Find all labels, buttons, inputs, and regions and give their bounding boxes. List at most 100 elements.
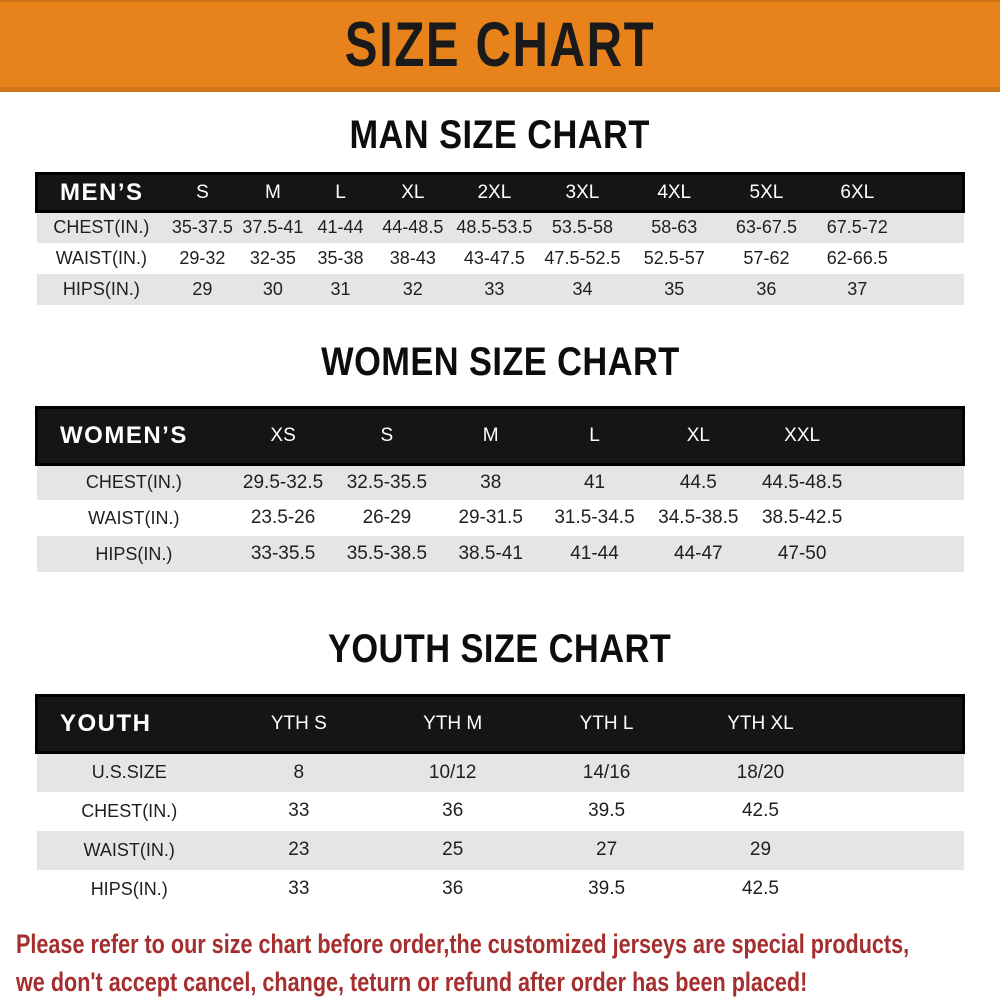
table-cell: 42.5 xyxy=(741,800,779,821)
table-title-cell: MEN’S xyxy=(35,172,167,213)
table-cell: 32.5-35.5 xyxy=(346,471,428,493)
row-label: CHEST(IN.) xyxy=(81,800,178,821)
size-table-header-row: YOUTH YTH S YTH M YTH L YTH XL xyxy=(34,694,966,754)
table-cell: 41 xyxy=(583,471,606,493)
table-cell: 32-35 xyxy=(249,247,296,268)
table-cell: 29-31.5 xyxy=(458,507,523,528)
size-column-header: M xyxy=(238,172,308,213)
size-column-header: L xyxy=(307,172,374,213)
table-cell: 44-48.5 xyxy=(382,217,444,238)
table-cell: 31.5-34.5 xyxy=(554,507,635,528)
row-label: HIPS(IN.) xyxy=(62,278,140,299)
row-label: WAIST(IN.) xyxy=(83,839,175,860)
filler-cell xyxy=(837,694,966,754)
table-cell: 32 xyxy=(402,278,423,299)
table-cell: 14/16 xyxy=(582,761,631,783)
table-cell: 35.5-38.5 xyxy=(346,543,428,564)
table-cell: 36 xyxy=(756,278,777,299)
men-section: MAN SIZE CHART MEN’S S M L XL 2XL 3XL 4XL 5XL 6XL… xyxy=(0,114,1000,305)
size-column-header: 3XL xyxy=(537,172,628,213)
women-section-heading: WOMEN SIZE CHART xyxy=(0,341,1000,383)
filler-cell xyxy=(837,753,963,792)
size-column-header: YTH S xyxy=(221,694,376,754)
men-size-table: MEN’S S M L XL 2XL 3XL 4XL 5XL 6XL CHEST(IN.) 35-37… xyxy=(35,172,966,305)
youth-section-heading-text: YOUTH SIZE CHART xyxy=(328,627,672,671)
table-cell: 33 xyxy=(288,800,310,821)
table-cell: 67.5-72 xyxy=(826,217,888,238)
row-label: CHEST(IN.) xyxy=(53,217,150,238)
table-cell: 35 xyxy=(664,278,685,299)
table-cell: 43-47.5 xyxy=(463,247,525,268)
size-column-header: XS xyxy=(231,405,335,466)
table-row: HIPS(IN.) 33-35.5 35.5-38.5 38.5-41 41-44 44-… xyxy=(36,536,964,572)
size-table-header-row: WOMEN’S XS S M L XL XXL xyxy=(35,405,966,466)
table-cell: 44.5-48.5 xyxy=(761,471,843,493)
size-column-header: XL xyxy=(373,172,452,213)
table-cell: 62-66.5 xyxy=(826,247,888,268)
youth-section-heading: YOUTH SIZE CHART xyxy=(0,628,1000,670)
table-cell: 35-37.5 xyxy=(171,217,233,238)
youth-size-table: YOUTH YTH S YTH M YTH L YTH XL U.S.SIZE 8 10/12… xyxy=(34,694,966,909)
filler-cell xyxy=(854,536,963,572)
size-column-header: 6XL xyxy=(812,172,903,213)
row-label: HIPS(IN.) xyxy=(90,878,168,899)
table-row: HIPS(IN.) 33 36 39.5 42.5 xyxy=(36,869,964,909)
banner-title: SIZE CHART xyxy=(344,9,656,80)
women-section-heading-text: WOMEN SIZE CHART xyxy=(320,339,680,384)
table-cell: 38.5-42.5 xyxy=(761,507,843,528)
table-cell: 34 xyxy=(572,278,593,299)
size-column-header: M xyxy=(438,405,543,466)
table-cell: 38.5-41 xyxy=(458,543,523,564)
size-column-header: 5XL xyxy=(720,172,813,213)
table-cell: 44.5 xyxy=(679,471,717,493)
filler-cell xyxy=(902,212,963,243)
table-cell: 47-50 xyxy=(777,543,827,564)
table-cell: 63-67.5 xyxy=(735,217,797,238)
table-row: HIPS(IN.) 29 30 31 32 33 34 35 36 37 xyxy=(36,273,964,305)
table-cell: 34.5-38.5 xyxy=(658,507,739,528)
table-cell: 10/12 xyxy=(428,761,477,783)
filler-cell xyxy=(902,274,963,305)
filler-cell xyxy=(837,831,963,870)
table-title-cell: WOMEN’S xyxy=(35,405,232,466)
size-column-header: YTH XL xyxy=(683,694,838,754)
table-cell: 35-38 xyxy=(317,247,364,268)
women-size-table: WOMEN’S XS S M L XL XXL CHEST(IN.) 29.5-32.5 32.5… xyxy=(35,405,966,572)
table-row: WAIST(IN.) 29-32 32-35 35-38 38-43 43-47.5 47.… xyxy=(36,242,964,274)
size-column-header: YTH L xyxy=(529,694,684,754)
table-cell: 36 xyxy=(442,800,464,821)
table-cell: 23.5-26 xyxy=(250,507,316,528)
table-cell: 8 xyxy=(293,761,305,783)
men-section-heading-text: MAN SIZE CHART xyxy=(349,113,651,157)
table-cell: 29.5-32.5 xyxy=(242,471,324,493)
table-cell: 27 xyxy=(596,839,618,860)
table-cell: 37 xyxy=(847,278,868,299)
size-column-header: S xyxy=(334,405,439,466)
table-cell: 58-63 xyxy=(651,217,698,238)
size-column-header: XXL xyxy=(750,405,855,466)
filler-cell xyxy=(902,243,963,274)
table-cell: 29-32 xyxy=(179,247,226,268)
filler-cell xyxy=(854,464,963,500)
filler-cell xyxy=(902,172,966,213)
table-row: CHEST(IN.) 35-37.5 37.5-41 41-44 44-48.5 48.5… xyxy=(36,211,964,243)
banner: SIZE CHART xyxy=(0,0,1000,92)
footer-line-1: Please refer to our size chart before or… xyxy=(16,928,910,959)
table-cell: 31 xyxy=(330,278,351,299)
row-label: WAIST(IN.) xyxy=(55,247,148,268)
size-column-header: 4XL xyxy=(627,172,721,213)
table-cell: 57-62 xyxy=(743,247,790,268)
table-row: WAIST(IN.) 23 25 27 29 xyxy=(36,830,964,870)
table-cell: 39.5 xyxy=(588,800,626,821)
row-label: CHEST(IN.) xyxy=(85,472,182,493)
filler-cell xyxy=(854,405,966,466)
row-label: HIPS(IN.) xyxy=(95,543,173,564)
row-label: WAIST(IN.) xyxy=(88,507,180,528)
table-row: CHEST(IN.) 33 36 39.5 42.5 xyxy=(36,791,964,831)
table-cell: 52.5-57 xyxy=(643,247,705,268)
table-cell: 29 xyxy=(192,278,213,299)
table-cell: 23 xyxy=(288,839,310,860)
size-column-header: S xyxy=(166,172,239,213)
table-row: WAIST(IN.) 23.5-26 26-29 29-31.5 31.5-34.5 34… xyxy=(36,500,964,536)
